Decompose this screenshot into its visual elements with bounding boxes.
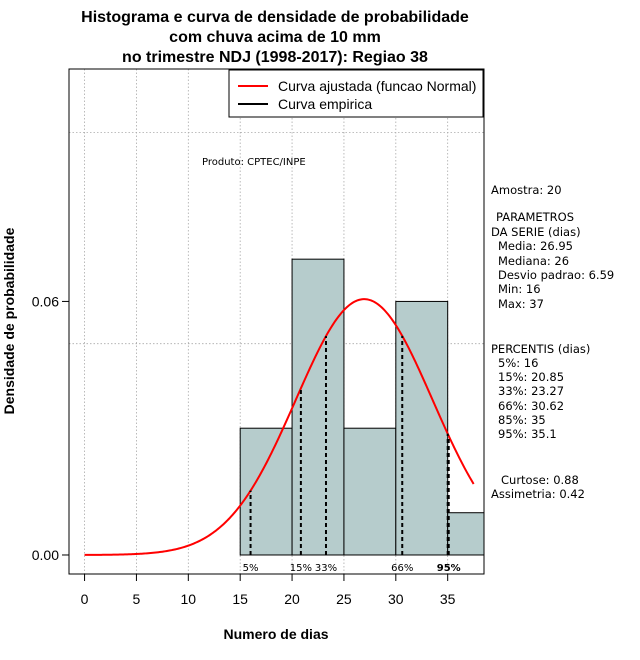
statistics-panel: Amostra: 20 PARAMETROS DA SERIE (dias) M… xyxy=(491,183,614,501)
perc-85: 85%: 35 xyxy=(498,413,546,427)
percentile-label-1: 15% xyxy=(290,563,312,574)
chart-title-line-3: no trimestre NDJ (1998-2017): Regiao 38 xyxy=(122,49,428,66)
chart-title-line-2: com chuva acima de 10 mm xyxy=(169,29,381,46)
parameters-header: PARAMETROS xyxy=(496,210,574,224)
histogram-bar-3 xyxy=(395,300,449,556)
legend-label-curva-empirica: Curva empirica xyxy=(278,96,372,112)
x-tick-label-3: 15 xyxy=(232,591,248,607)
product-note: Produto: CPTEC/INPE xyxy=(202,157,306,168)
x-tick-label-5: 25 xyxy=(336,591,352,607)
normal-curve-layer xyxy=(84,298,475,556)
perc-33: 33%: 23.27 xyxy=(498,384,564,398)
param-max: Max: 37 xyxy=(498,297,544,311)
parameters-subheader: DA SERIE (dias) xyxy=(491,225,581,239)
x-tick-label-0: 0 xyxy=(81,591,89,607)
percentile-label-0: 5% xyxy=(243,563,259,574)
plot-frame xyxy=(68,68,485,575)
y-axis-title: Densidade de probabilidade xyxy=(1,227,17,414)
perc-95: 95%: 35.1 xyxy=(498,427,557,441)
histogram-bars xyxy=(239,258,484,556)
legend: Curva ajustada (funcao Normal) Curva emp… xyxy=(228,69,484,118)
param-desvio-padrao: Desvio padrao: 6.59 xyxy=(498,268,614,282)
x-tick-label-4: 20 xyxy=(284,591,300,607)
curtose: Curtose: 0.88 xyxy=(501,473,579,487)
percentile-label-4: 95% xyxy=(437,563,461,574)
y-tick-label-1: 0.06 xyxy=(32,293,59,309)
histogram-bar-4 xyxy=(447,512,484,556)
histogram-bar-1 xyxy=(291,258,345,556)
perc-15: 15%: 20.85 xyxy=(498,370,564,384)
assimetria: Assimetria: 0.42 xyxy=(491,487,585,501)
perc-5: 5%: 16 xyxy=(498,356,538,370)
param-mediana: Mediana: 26 xyxy=(498,254,569,268)
percentile-label-2: 33% xyxy=(315,563,337,574)
x-tick-label-2: 10 xyxy=(181,591,197,607)
x-tick-label-6: 30 xyxy=(388,591,404,607)
x-axis-title: Numero de dias xyxy=(223,626,328,642)
x-axis: 0 5 10 15 20 25 30 35 xyxy=(81,574,456,607)
histogram-bar-0 xyxy=(239,427,293,556)
legend-box xyxy=(228,69,484,118)
x-tick-label-7: 35 xyxy=(440,591,456,607)
perc-66: 66%: 30.62 xyxy=(498,399,564,413)
y-axis: 0.00 0.06 xyxy=(32,293,69,563)
percentiles-header: PERCENTIS (dias) xyxy=(491,342,590,356)
x-tick-label-1: 5 xyxy=(133,591,141,607)
chart-title-line-1: Histograma e curva de densidade de proba… xyxy=(81,9,469,26)
normal-curve xyxy=(84,298,475,556)
y-tick-label-0: 0.00 xyxy=(32,547,59,563)
histogram-bar-2 xyxy=(343,427,397,556)
sample-size: Amostra: 20 xyxy=(491,183,562,197)
percentile-label-3: 66% xyxy=(391,563,413,574)
param-min: Min: 16 xyxy=(498,282,541,296)
legend-label-curva-ajustada: Curva ajustada (funcao Normal) xyxy=(278,78,476,94)
param-media: Media: 26.95 xyxy=(498,239,573,253)
percentile-lines: 5% 15% 33% 66% 95% xyxy=(243,335,461,574)
